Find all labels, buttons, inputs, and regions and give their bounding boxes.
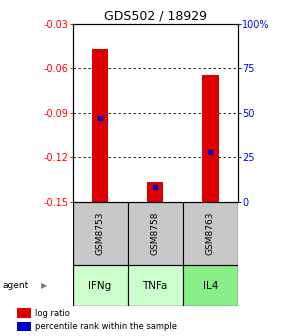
Title: GDS502 / 18929: GDS502 / 18929	[104, 9, 207, 23]
Bar	[17, 322, 31, 331]
Text: IL4: IL4	[202, 281, 218, 291]
Bar	[72, 202, 128, 265]
Text: GSM8763: GSM8763	[206, 212, 215, 255]
Text: ▶: ▶	[41, 281, 47, 290]
Bar	[17, 308, 31, 318]
Text: GSM8753: GSM8753	[95, 212, 105, 255]
Text: log ratio: log ratio	[35, 309, 70, 318]
Text: agent: agent	[3, 281, 29, 290]
Bar	[72, 265, 128, 306]
Bar	[92, 49, 108, 202]
Text: IFNg: IFNg	[88, 281, 112, 291]
Bar	[183, 265, 238, 306]
Bar	[202, 76, 219, 202]
Bar	[128, 265, 183, 306]
Text: percentile rank within the sample: percentile rank within the sample	[35, 322, 177, 331]
Bar	[147, 182, 164, 202]
Bar	[128, 202, 183, 265]
Text: TNFa: TNFa	[142, 281, 168, 291]
Text: GSM8758: GSM8758	[151, 212, 160, 255]
Bar	[183, 202, 238, 265]
